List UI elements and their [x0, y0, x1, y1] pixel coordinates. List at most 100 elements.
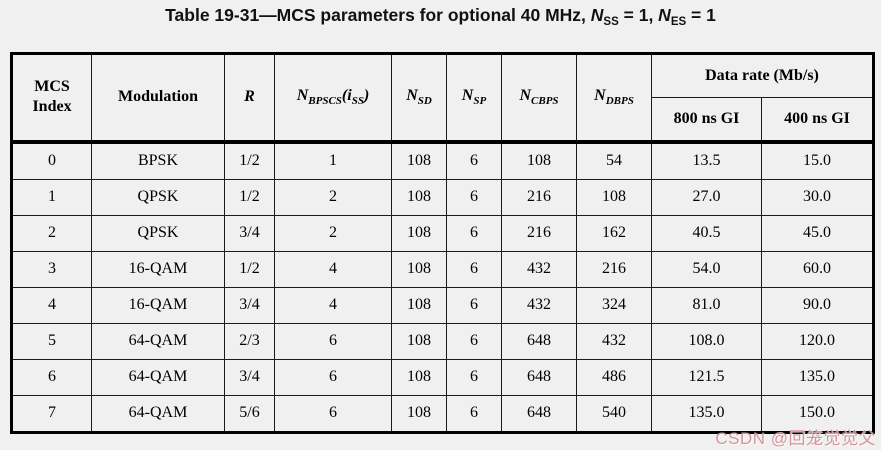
table-row-mcs7: 7 64-QAM 5/6 6 108 6 648 540 135.0 150.0: [11, 394, 874, 433]
title-prefix: Table 19-31—MCS parameters for optional …: [165, 5, 591, 25]
cell-gi800: 27.0: [651, 178, 762, 216]
cell-r: 1/2: [224, 178, 275, 216]
cell-gi400: 135.0: [761, 358, 874, 396]
nbpscs-symbol: N: [296, 87, 309, 105]
title-nss-symbol: N: [590, 5, 604, 25]
cell-ncbps: 108: [501, 139, 577, 180]
nbpscs-subscript: BPSCS: [308, 95, 342, 108]
cell-ndbps: 108: [576, 178, 652, 216]
cell-nsd: 108: [391, 214, 447, 252]
cell-gi400: 120.0: [761, 322, 874, 360]
cell-nsp: 6: [446, 358, 502, 396]
cell-gi800: 81.0: [651, 286, 762, 324]
col-header-ncbps: NCBPS: [501, 53, 577, 144]
cell-nsd: 108: [391, 178, 447, 216]
cell-r: 5/6: [224, 394, 275, 433]
cell-ncbps: 648: [501, 394, 577, 433]
cell-mcs: 2: [11, 214, 92, 252]
cell-r: 1/2: [224, 139, 275, 180]
cell-nsp: 6: [446, 139, 502, 180]
cell-gi400: 60.0: [761, 250, 874, 288]
cell-mcs: 6: [11, 358, 92, 396]
cell-modulation: 16-QAM: [91, 250, 225, 288]
cell-ndbps: 432: [576, 322, 652, 360]
cell-nsd: 108: [391, 394, 447, 433]
ncbps-subscript: CBPS: [531, 95, 559, 108]
col-header-gi-800: 800 ns GI: [651, 97, 762, 144]
cell-nsp: 6: [446, 178, 502, 216]
cell-nbpscs: 6: [274, 394, 392, 433]
cell-modulation: 16-QAM: [91, 286, 225, 324]
cell-gi800: 13.5: [651, 139, 762, 180]
cell-mcs: 1: [11, 178, 92, 216]
cell-gi800: 54.0: [651, 250, 762, 288]
title-suffix: = 1: [686, 5, 716, 25]
cell-gi400: 90.0: [761, 286, 874, 324]
cell-gi400: 30.0: [761, 178, 874, 216]
cell-modulation: 64-QAM: [91, 358, 225, 396]
cell-gi400: 150.0: [761, 394, 874, 433]
cell-nsd: 108: [391, 286, 447, 324]
mcs-parameters-table: MCS Index Modulation R NBPSCS(iSS) NSD N…: [10, 52, 875, 434]
cell-gi800: 40.5: [651, 214, 762, 252]
ncbps-symbol: N: [519, 87, 532, 105]
col-header-modulation: Modulation: [91, 53, 225, 144]
cell-nsp: 6: [446, 214, 502, 252]
cell-ndbps: 540: [576, 394, 652, 433]
nbpscs-iss-subscript: SS: [351, 95, 364, 108]
cell-ncbps: 432: [501, 250, 577, 288]
cell-ncbps: 216: [501, 214, 577, 252]
cell-r: 3/4: [224, 214, 275, 252]
cell-nsd: 108: [391, 250, 447, 288]
cell-modulation: BPSK: [91, 139, 225, 180]
col-header-nsd: NSD: [391, 53, 447, 144]
cell-gi800: 135.0: [651, 394, 762, 433]
cell-mcs: 5: [11, 322, 92, 360]
nsd-subscript: SD: [417, 95, 432, 108]
col-header-data-rate: Data rate (Mb/s): [651, 53, 874, 98]
cell-nbpscs: 4: [274, 250, 392, 288]
table-row-mcs4: 4 16-QAM 3/4 4 108 6 432 324 81.0 90.0: [11, 286, 874, 324]
cell-gi400: 15.0: [761, 139, 874, 180]
cell-gi400: 45.0: [761, 214, 874, 252]
nsp-symbol: N: [461, 87, 474, 105]
nsd-symbol: N: [406, 87, 418, 105]
cell-ndbps: 162: [576, 214, 652, 252]
title-nes-subscript: ES: [670, 16, 687, 28]
cell-nbpscs: 6: [274, 358, 392, 396]
table-row-mcs0: 0 BPSK 1/2 1 108 6 108 54 13.5 15.0: [11, 139, 874, 180]
cell-nsp: 6: [446, 286, 502, 324]
cell-modulation: QPSK: [91, 178, 225, 216]
table-row-mcs3: 3 16-QAM 1/2 4 108 6 432 216 54.0 60.0: [11, 250, 874, 288]
nbpscs-paren-open: (: [341, 87, 348, 105]
cell-mcs: 7: [11, 394, 92, 433]
cell-r: 2/3: [224, 322, 275, 360]
nsp-subscript: SP: [473, 95, 487, 108]
table-row-mcs2: 2 QPSK 3/4 2 108 6 216 162 40.5 45.0: [11, 214, 874, 252]
cell-nbpscs: 2: [274, 214, 392, 252]
cell-modulation: 64-QAM: [91, 322, 225, 360]
cell-mcs: 4: [11, 286, 92, 324]
col-header-nsp: NSP: [446, 53, 502, 144]
cell-nsp: 6: [446, 322, 502, 360]
cell-modulation: QPSK: [91, 214, 225, 252]
cell-ncbps: 648: [501, 358, 577, 396]
title-mid: = 1,: [618, 5, 659, 25]
col-header-ndbps: NDBPS: [576, 53, 652, 144]
cell-nsd: 108: [391, 358, 447, 396]
cell-nsp: 6: [446, 250, 502, 288]
r-symbol: R: [244, 88, 255, 106]
col-header-nbpscs: NBPSCS(iSS): [274, 53, 392, 144]
col-header-mcs-index: MCS Index: [11, 53, 92, 144]
cell-gi800: 108.0: [651, 322, 762, 360]
table-row-mcs5: 5 64-QAM 2/3 6 108 6 648 432 108.0 120.0: [11, 322, 874, 360]
cell-ncbps: 432: [501, 286, 577, 324]
cell-r: 3/4: [224, 286, 275, 324]
cell-nsp: 6: [446, 394, 502, 433]
cell-gi800: 121.5: [651, 358, 762, 396]
cell-ncbps: 216: [501, 178, 577, 216]
cell-ndbps: 486: [576, 358, 652, 396]
cell-ndbps: 216: [576, 250, 652, 288]
cell-nsd: 108: [391, 322, 447, 360]
